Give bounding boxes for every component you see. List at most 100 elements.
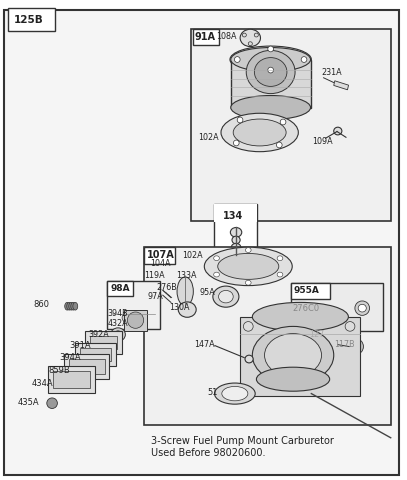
Text: 276B: 276B (157, 283, 177, 291)
Ellipse shape (276, 142, 282, 148)
Bar (144, 247, 175, 264)
Ellipse shape (349, 339, 363, 354)
Text: 3-Screw Fuel Pump Mount Carburetor: 3-Screw Fuel Pump Mount Carburetor (151, 436, 333, 445)
Text: 108A: 108A (216, 32, 236, 41)
Ellipse shape (256, 367, 330, 391)
Ellipse shape (222, 386, 248, 401)
Ellipse shape (69, 302, 74, 310)
Text: 109A: 109A (312, 137, 333, 145)
Ellipse shape (219, 290, 233, 303)
Ellipse shape (170, 258, 184, 268)
Ellipse shape (237, 117, 243, 123)
Text: 95A: 95A (199, 288, 215, 297)
Text: 394A: 394A (59, 353, 81, 362)
Ellipse shape (214, 272, 219, 277)
Ellipse shape (358, 304, 366, 312)
Ellipse shape (247, 129, 261, 136)
Bar (334, 81, 348, 90)
Ellipse shape (231, 96, 311, 120)
Ellipse shape (204, 247, 292, 286)
Ellipse shape (67, 302, 72, 310)
Ellipse shape (127, 312, 144, 328)
Ellipse shape (230, 228, 242, 237)
Text: 391A: 391A (69, 341, 91, 350)
Ellipse shape (214, 383, 255, 404)
Bar (69, 359, 105, 374)
Text: 231A: 231A (322, 69, 342, 77)
Ellipse shape (213, 286, 239, 307)
Text: 392A: 392A (89, 330, 109, 339)
Ellipse shape (111, 328, 125, 341)
Ellipse shape (245, 355, 253, 363)
Ellipse shape (277, 256, 283, 261)
Bar (214, 204, 257, 257)
Text: 134: 134 (223, 212, 243, 221)
Ellipse shape (230, 46, 311, 73)
Text: 51: 51 (208, 388, 218, 396)
Ellipse shape (355, 301, 370, 315)
Bar (107, 281, 160, 329)
Ellipse shape (252, 326, 334, 384)
Bar (85, 331, 122, 354)
Ellipse shape (231, 243, 241, 252)
Ellipse shape (268, 46, 274, 52)
Text: 955A: 955A (293, 287, 319, 295)
Bar (191, 29, 391, 221)
Ellipse shape (245, 280, 251, 285)
Ellipse shape (122, 311, 147, 325)
Text: 130A: 130A (169, 303, 189, 312)
Text: 117B: 117B (334, 340, 354, 349)
Ellipse shape (246, 50, 295, 94)
Ellipse shape (226, 259, 254, 276)
Ellipse shape (234, 140, 239, 146)
Text: 98A: 98A (111, 284, 130, 293)
Ellipse shape (243, 322, 253, 331)
Bar (193, 29, 219, 45)
Ellipse shape (254, 33, 258, 37)
Ellipse shape (165, 272, 173, 280)
Text: 435A: 435A (18, 398, 39, 407)
Ellipse shape (280, 119, 286, 125)
Bar (75, 343, 116, 366)
Bar (90, 336, 117, 349)
Ellipse shape (114, 331, 122, 338)
Ellipse shape (231, 48, 311, 72)
Ellipse shape (242, 33, 246, 37)
Ellipse shape (178, 302, 196, 317)
Text: 394B: 394B (108, 309, 129, 318)
Text: 434A: 434A (32, 380, 53, 388)
Text: 147A: 147A (195, 340, 215, 348)
Ellipse shape (71, 302, 76, 310)
Text: 859B: 859B (48, 366, 70, 375)
Bar (48, 366, 95, 393)
Text: 432A: 432A (108, 320, 129, 328)
Ellipse shape (221, 113, 298, 152)
Bar (144, 247, 391, 425)
Bar (214, 204, 257, 222)
Bar (53, 371, 90, 388)
Text: 102A: 102A (198, 133, 219, 142)
Ellipse shape (65, 302, 70, 310)
Ellipse shape (177, 277, 193, 306)
Ellipse shape (214, 256, 219, 261)
Bar (240, 317, 360, 396)
Ellipse shape (324, 328, 335, 341)
Ellipse shape (73, 302, 78, 310)
Bar (107, 281, 133, 296)
Text: 91A: 91A (195, 33, 216, 42)
Ellipse shape (245, 248, 251, 252)
Text: 276C0: 276C0 (292, 304, 319, 313)
Ellipse shape (240, 29, 260, 47)
Text: 97A: 97A (148, 292, 164, 301)
Ellipse shape (218, 253, 279, 279)
Ellipse shape (277, 272, 283, 277)
Ellipse shape (352, 342, 360, 351)
Ellipse shape (345, 322, 355, 331)
Ellipse shape (265, 334, 322, 377)
Ellipse shape (268, 67, 274, 73)
Ellipse shape (218, 254, 263, 281)
Ellipse shape (233, 119, 286, 146)
Text: 104A: 104A (150, 259, 170, 268)
Text: 119A: 119A (144, 272, 165, 280)
Text: 133A: 133A (177, 272, 197, 280)
